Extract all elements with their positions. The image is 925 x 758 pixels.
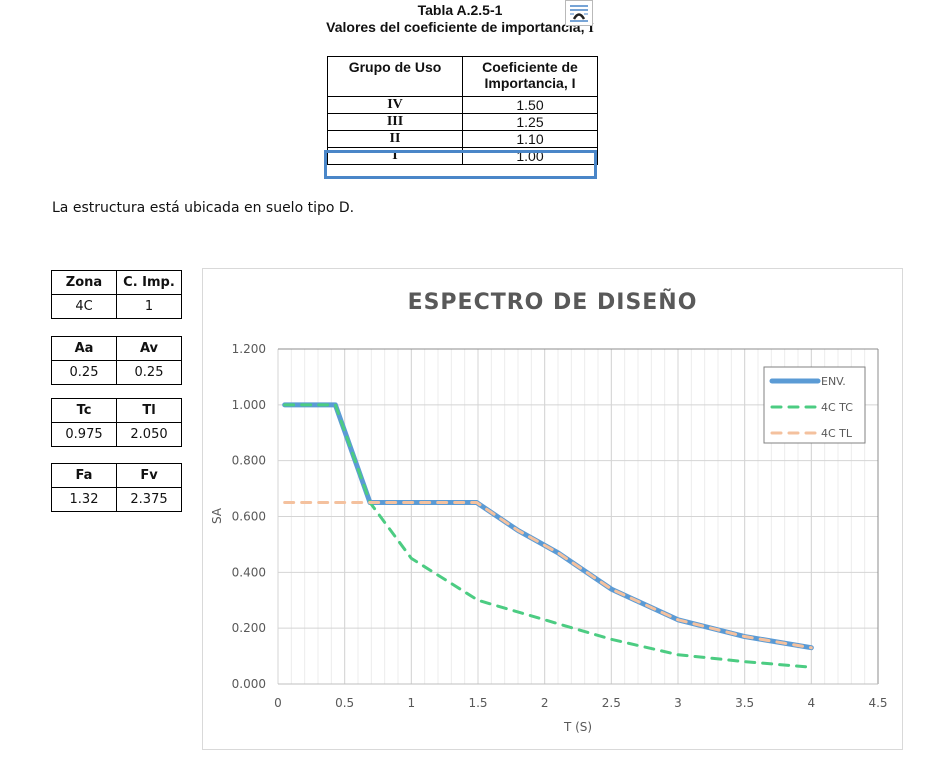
row-highlight-box (324, 150, 597, 179)
param-table-tc-tl: Tc Tl 0.975 2.050 (51, 398, 182, 447)
svg-text:2: 2 (541, 696, 549, 710)
svg-text:0.200: 0.200 (232, 621, 266, 635)
soil-type-paragraph: La estructura está ubicada en suelo tipo… (52, 200, 355, 216)
svg-text:1: 1 (408, 696, 416, 710)
svg-text:0.800: 0.800 (232, 454, 266, 468)
legend-entry: ENV. (821, 375, 846, 388)
x-axis-ticks: 0 0.5 1 1.5 2 2.5 3 3.5 4 4.5 (274, 696, 887, 710)
chart-title: ESPECTRO DE DISEÑO (407, 290, 698, 315)
chart-grid (277, 348, 879, 685)
table-caption: Tabla A.2.5-1 (417, 2, 503, 18)
svg-text:4.5: 4.5 (868, 696, 887, 710)
x-axis-label: T (S) (563, 720, 592, 734)
svg-text:1.200: 1.200 (232, 342, 266, 356)
series-4c-tc (283, 403, 813, 669)
legend-entry: 4C TC (821, 401, 853, 414)
importance-table: Grupo de Uso Coeficiente de Importancia,… (327, 56, 598, 165)
svg-text:3: 3 (674, 696, 682, 710)
svg-text:1.000: 1.000 (232, 398, 266, 412)
chart-legend: ENV. 4C TC 4C TL (763, 366, 866, 444)
param-table-aa-av: Aa Av 0.25 0.25 (51, 336, 182, 385)
svg-text:0.400: 0.400 (232, 565, 266, 579)
svg-text:0.600: 0.600 (232, 510, 266, 524)
table-row: IV 1.50 (327, 96, 598, 114)
svg-text:3.5: 3.5 (735, 696, 754, 710)
table-subtitle: Valores del coeficiente de importancia, … (326, 19, 594, 36)
svg-text:2.5: 2.5 (602, 696, 621, 710)
design-spectrum-chart[interactable] (202, 268, 903, 750)
chart-series (282, 402, 814, 669)
table-caption-block: Tabla A.2.5-1 Valores del coeficiente de… (300, 2, 620, 37)
param-table-fa-fv: Fa Fv 1.32 2.375 (51, 463, 182, 512)
param-table-zona: Zona C. Imp. 4C 1 (51, 270, 182, 319)
series-env (282, 402, 814, 651)
layout-options-icon[interactable] (565, 0, 593, 26)
svg-text:4: 4 (808, 696, 816, 710)
y-axis-label: SA (210, 507, 224, 524)
legend-entry: 4C TL (821, 427, 853, 440)
header-coeficiente: Coeficiente de Importancia, I (462, 56, 598, 97)
svg-text:0.5: 0.5 (335, 696, 354, 710)
svg-text:0.000: 0.000 (232, 677, 266, 691)
y-axis-ticks: 0.000 0.200 0.400 0.600 0.800 1.000 1.200 (232, 342, 266, 691)
svg-text:0: 0 (274, 696, 282, 710)
svg-text:1.5: 1.5 (468, 696, 487, 710)
series-4c-tl (283, 501, 813, 650)
